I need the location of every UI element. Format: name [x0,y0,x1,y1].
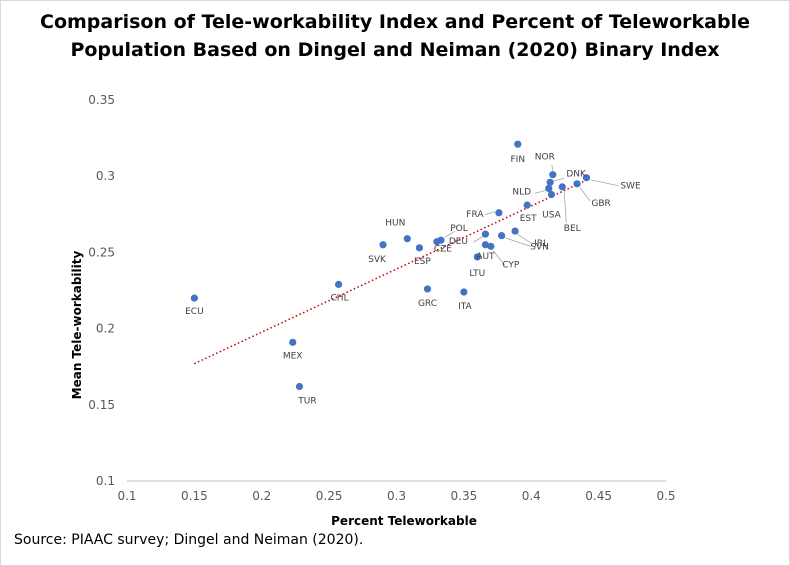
point-label-chl: CHL [331,293,349,303]
leader-line-svn [504,237,532,248]
point-label-grc: GRC [418,299,437,309]
data-point-gbr [573,180,581,188]
data-point-pol [437,236,445,244]
point-label-aut: AUT [476,252,495,262]
point-label-fin: FIN [510,155,525,165]
leader-line-irl [516,233,532,244]
point-label-cyp: CYP [502,260,520,270]
leader-line-bel [563,191,567,223]
point-label-hun: HUN [385,219,405,229]
chart-title-line-2: Population Based on Dingel and Neiman (2… [70,39,720,61]
point-label-pol: POL [450,224,468,234]
point-label-svn: SVN [530,243,549,253]
y-tick-label: 0.2 [96,322,115,336]
data-point-nld [545,184,553,192]
data-point-usa [547,190,556,199]
x-tick-label: 0.1 [117,489,136,503]
data-point-irl [511,227,519,235]
point-label-swe: SWE [620,182,641,192]
y-tick-label: 0.1 [96,474,115,488]
x-tick-label: 0.15 [181,489,208,503]
leader-line-nor [551,164,554,171]
data-point-svk [379,241,387,249]
point-label-mex: MEX [283,351,303,361]
point-label-deu: DEU [449,237,468,247]
point-label-est: EST [520,214,537,224]
x-tick-label: 0.5 [656,489,675,503]
x-tick-label: 0.4 [522,489,541,503]
leader-line-fra [484,211,496,216]
data-point-bel [558,183,566,191]
point-label-usa: USA [542,210,561,220]
data-point-hun [403,235,411,243]
point-label-fra: FRA [466,210,484,220]
y-tick-label: 0.3 [96,169,115,183]
source-note: Source: PIAAC survey; Dingel and Neiman … [14,532,364,548]
leader-line-gbr [579,187,591,202]
x-tick-label: 0.35 [451,489,478,503]
point-label-ita: ITA [458,302,472,312]
data-point-aut [481,241,490,249]
point-label-dnk: DNK [566,169,587,179]
data-point-swe [582,174,591,182]
data-point-ita [460,288,468,296]
point-label-ecu: ECU [185,307,204,317]
point-label-esp: ESP [414,257,431,267]
x-tick-label: 0.3 [387,489,406,503]
data-point-svn [498,232,506,240]
axes: 0.1 0.15 0.2 0.25 0.3 0.35 0.4 0.45 0.5 0.1 0.15 0.… [88,93,675,503]
data-point-ecu [190,294,198,302]
data-point-dnk [546,178,554,186]
point-label-irl: IRL [534,239,548,249]
data-point-esp [415,244,424,252]
data-point-grc [423,285,432,293]
data-point-fin [514,140,522,148]
data-point-tur [295,382,304,391]
y-tick-label: 0.15 [88,398,115,412]
x-tick-label: 0.25 [316,489,343,503]
data-point-deu [481,230,490,238]
leader-lines [444,164,619,266]
x-tick-label: 0.45 [585,489,612,503]
data-point-ltu [473,253,481,261]
chart-title-line-1: Comparison of Tele-workability Index and… [40,11,750,33]
data-points [190,140,591,391]
x-axis-label: Percent Teleworkable [331,514,477,528]
x-tick-label: 0.2 [252,489,271,503]
point-label-bel: BEL [564,224,581,234]
leader-line-deu [473,235,484,243]
leader-line-cyp [492,250,506,266]
data-point-fra [495,209,503,217]
leader-line-pol [444,230,456,238]
point-label-tur: TUR [297,397,316,407]
data-point-est [523,201,531,209]
leader-line-dnk [553,177,565,182]
point-label-ltu: LTU [469,269,485,279]
data-point-mex [289,338,297,346]
y-tick-label: 0.35 [88,93,115,107]
chart-title: Comparison of Tele-workability Index and… [20,8,770,64]
y-tick-label: 0.25 [88,245,115,259]
data-point-chl [334,280,343,289]
point-label-nld: NLD [512,187,531,197]
data-point-nor [549,171,557,179]
data-point-cyp [487,242,495,250]
point-label-nor: NOR [535,153,555,163]
point-label-gbr: GBR [591,199,610,209]
y-axis-label: Mean Tele-workability [70,250,84,399]
leader-line-swe [590,179,619,187]
leader-line-nld [534,190,546,194]
point-label-cze: CZE [434,245,452,255]
point-label-svk: SVK [368,255,387,265]
